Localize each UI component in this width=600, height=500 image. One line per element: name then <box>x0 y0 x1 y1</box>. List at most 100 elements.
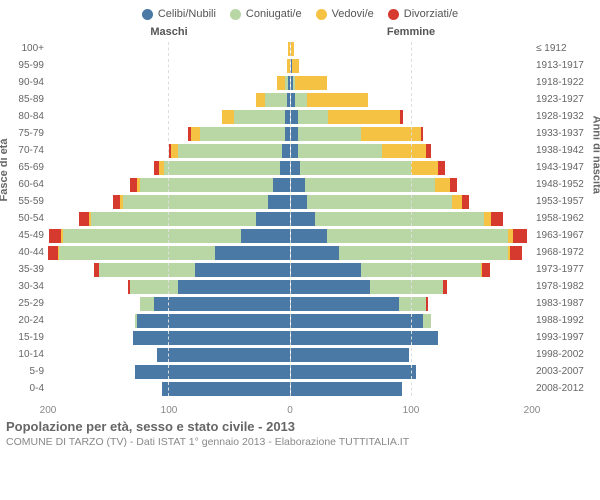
legend-label: Celibi/Nubili <box>158 8 216 20</box>
segment <box>123 195 268 209</box>
male-bar <box>48 382 291 396</box>
birth-year-label: 1943-1947 <box>532 162 594 173</box>
segment <box>291 348 409 362</box>
segment <box>291 110 298 124</box>
segment <box>291 144 298 158</box>
legend-swatch <box>142 9 153 20</box>
segment <box>421 127 423 141</box>
segment <box>285 127 290 141</box>
segment <box>450 178 457 192</box>
population-pyramid-chart: Celibi/NubiliConiugati/eVedovi/eDivorzia… <box>0 0 600 452</box>
pyramid-row: 10-141998-2002 <box>6 346 594 363</box>
chart-title: Popolazione per età, sesso e stato civil… <box>6 419 594 434</box>
female-bar <box>291 127 533 141</box>
chart-subtitle: COMUNE DI TARZO (TV) - Dati ISTAT 1° gen… <box>6 436 594 448</box>
age-label: 50-54 <box>6 213 48 224</box>
bar-pair <box>48 212 532 226</box>
legend-swatch <box>230 9 241 20</box>
segment <box>99 263 196 277</box>
female-bar <box>291 144 533 158</box>
segment <box>327 229 508 243</box>
segment <box>79 212 89 226</box>
birth-year-label: 1988-1992 <box>532 315 594 326</box>
birth-year-label: 1978-1982 <box>532 281 594 292</box>
segment <box>295 76 326 90</box>
segment <box>298 110 328 124</box>
birth-year-label: 1973-1977 <box>532 264 594 275</box>
pyramid-row: 80-841928-1932 <box>6 108 594 125</box>
age-label: 25-29 <box>6 298 48 309</box>
female-bar <box>291 382 533 396</box>
bar-pair <box>48 280 532 294</box>
header-male: Maschi <box>48 26 290 38</box>
birth-year-label: 1953-1957 <box>532 196 594 207</box>
segment <box>191 127 201 141</box>
segment <box>91 212 255 226</box>
segment <box>513 229 527 243</box>
age-label: 65-69 <box>6 162 48 173</box>
x-tick: 200 <box>524 405 541 416</box>
age-label: 85-89 <box>6 94 48 105</box>
segment <box>291 178 305 192</box>
male-bar <box>48 93 291 107</box>
segment <box>438 161 445 175</box>
bar-pair <box>48 246 532 260</box>
segment <box>285 110 290 124</box>
segment <box>195 263 289 277</box>
male-bar <box>48 297 291 311</box>
x-tick: 100 <box>403 405 420 416</box>
segment <box>291 297 400 311</box>
birth-year-label: 1918-1922 <box>532 77 594 88</box>
pyramid-row: 95-991913-1917 <box>6 57 594 74</box>
segment <box>291 127 298 141</box>
pyramid-row: 40-441968-1972 <box>6 244 594 261</box>
segment <box>452 195 462 209</box>
female-bar <box>291 297 533 311</box>
bar-pair <box>48 93 532 107</box>
legend-item: Coniugati/e <box>230 8 302 20</box>
segment <box>130 178 137 192</box>
segment <box>215 246 290 260</box>
female-bar <box>291 331 533 345</box>
pyramid-row: 50-541958-1962 <box>6 210 594 227</box>
segment <box>291 280 371 294</box>
header-female: Femmine <box>290 26 532 38</box>
female-bar <box>291 246 533 260</box>
x-tick: 200 <box>40 405 57 416</box>
male-bar <box>48 42 291 56</box>
bar-pair <box>48 229 532 243</box>
segment <box>273 178 290 192</box>
segment <box>292 59 299 73</box>
pyramid-rows: 100+≤ 191295-991913-191790-941918-192285… <box>6 40 594 397</box>
segment <box>307 93 367 107</box>
birth-year-label: 1998-2002 <box>532 349 594 360</box>
male-bar <box>48 246 291 260</box>
pyramid-row: 65-69 1943-1947 <box>6 159 594 176</box>
segment <box>277 76 284 90</box>
segment <box>63 229 242 243</box>
plot-area: Fasce di età Anni di nascita 100+≤ 19129… <box>6 40 594 413</box>
bar-pair <box>48 144 532 158</box>
segment <box>171 144 178 158</box>
segment <box>291 314 424 328</box>
male-bar <box>48 144 291 158</box>
segment <box>178 144 282 158</box>
male-bar <box>48 195 291 209</box>
birth-year-label: 1913-1917 <box>532 60 594 71</box>
segment <box>291 365 417 379</box>
x-tick: 100 <box>161 405 178 416</box>
legend-item: Vedovi/e <box>316 8 374 20</box>
age-label: 15-19 <box>6 332 48 343</box>
segment <box>298 144 383 158</box>
female-bar <box>291 110 533 124</box>
segment <box>130 280 178 294</box>
segment <box>48 246 58 260</box>
segment <box>328 110 400 124</box>
pyramid-row: 100+≤ 1912 <box>6 40 594 57</box>
segment <box>291 246 339 260</box>
male-bar <box>48 59 291 73</box>
x-tick: 0 <box>287 405 293 416</box>
segment <box>426 144 431 158</box>
birth-year-label: 1983-1987 <box>532 298 594 309</box>
legend-swatch <box>316 9 327 20</box>
